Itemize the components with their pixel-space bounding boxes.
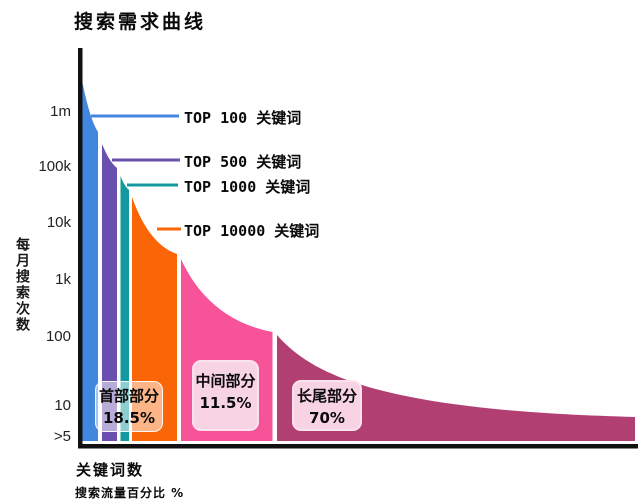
legend-top100-label: TOP 100 关键词	[184, 109, 302, 127]
legend-top10000-line	[157, 227, 181, 231]
section-head-name: 首部部分	[98, 387, 159, 405]
band-top1000	[120, 176, 129, 441]
y-tick-10k: 10k	[46, 214, 71, 231]
legend-top100-line	[91, 114, 179, 118]
y-tick-10: 10	[54, 397, 71, 414]
legend-top500-label: TOP 500 关键词	[184, 153, 302, 171]
band-longtail	[277, 335, 635, 441]
y-axis-title: 每月搜索次数	[14, 237, 30, 333]
x-axis-title: 关键词数	[76, 461, 145, 479]
legend-top1000-line	[127, 183, 178, 187]
y-tick-100: 100	[45, 328, 71, 345]
x-axis-subtitle: 搜索流量百分比 %	[75, 486, 185, 500]
band-top10000	[132, 197, 177, 441]
y-tick-1k: 1k	[55, 271, 71, 288]
x-axis-line	[78, 444, 638, 449]
y-tick-1m: 1m	[50, 103, 71, 120]
y-tick-gt5: >5	[53, 428, 71, 445]
section-head-percent: 18.5%	[102, 409, 156, 427]
section-label-longtail: 长尾部分 70%	[292, 380, 362, 431]
section-label-middle: 中间部分 11.5%	[192, 360, 259, 431]
section-longtail-name: 长尾部分	[296, 387, 357, 405]
legend-top10000-label: TOP 10000 关键词	[184, 222, 320, 240]
legend-top500-line	[112, 158, 180, 162]
chart-title: 搜索需求曲线	[74, 11, 207, 33]
y-tick-100k: 100k	[38, 158, 71, 175]
band-top100	[82, 83, 98, 441]
section-middle-name: 中间部分	[195, 372, 256, 390]
section-label-head: 首部部分 18.5%	[95, 381, 163, 432]
y-axis-line	[78, 48, 83, 448]
legend-top1000-label: TOP 1000 关键词	[184, 178, 311, 196]
section-middle-percent: 11.5%	[199, 394, 252, 412]
section-longtail-percent: 70%	[309, 409, 345, 427]
band-top500	[102, 144, 117, 441]
